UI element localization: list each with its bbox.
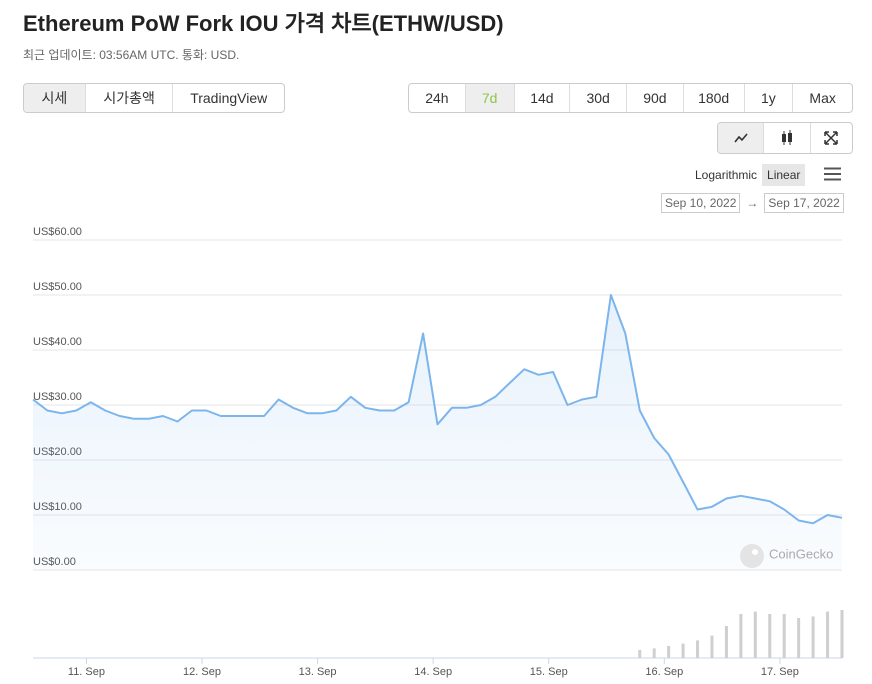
x-tick-label: 17. Sep <box>761 666 799 678</box>
x-tick-label: 12. Sep <box>183 666 221 678</box>
tab[interactable]: 시세 <box>24 84 86 112</box>
date-range: Sep 10, 2022 → Sep 17, 2022 <box>661 193 844 213</box>
tab[interactable]: 시가총액 <box>86 84 174 112</box>
y-tick-label: US$20.00 <box>33 446 82 458</box>
watermark-logo <box>740 544 764 568</box>
y-tick-label: US$60.00 <box>33 226 82 238</box>
x-tick-label: 16. Sep <box>645 666 683 678</box>
x-tick-label: 13. Sep <box>299 666 337 678</box>
volume-bar <box>840 610 844 658</box>
volume-bar <box>696 640 700 658</box>
watermark-logo-eye <box>752 549 758 555</box>
candle-chart-button[interactable] <box>764 123 811 153</box>
line-chart-button[interactable] <box>718 123 765 153</box>
volume-bar <box>811 616 815 658</box>
x-tick-label: 11. Sep <box>68 666 105 678</box>
volume-bar <box>724 626 728 658</box>
x-tick-label: 15. Sep <box>530 666 568 678</box>
scale-option[interactable]: Linear <box>762 164 806 186</box>
volume-bar <box>638 650 642 658</box>
tab-group: 시세 시가총액 TradingView <box>23 83 285 113</box>
volume-bar <box>710 635 714 658</box>
icon <box>824 131 839 145</box>
area <box>33 295 842 570</box>
range-button[interactable]: 1y <box>745 84 794 112</box>
date-from[interactable]: Sep 10, 2022 <box>661 193 741 213</box>
page-title: Ethereum PoW Fork IOU 가격 차트(ETHW/USD) <box>23 11 504 36</box>
chart-type-group <box>717 122 853 154</box>
y-tick-label: US$10.00 <box>33 501 82 513</box>
price-line <box>32 294 843 525</box>
volume-bar <box>826 611 830 658</box>
range-button[interactable]: 24h <box>409 84 466 112</box>
y-tick-label: US$50.00 <box>33 281 82 293</box>
volume-bar <box>739 614 743 658</box>
range-button[interactable]: 30d <box>570 84 628 112</box>
volume-bar <box>652 648 656 658</box>
volume-bar <box>681 643 685 658</box>
range-button[interactable]: 14d <box>515 84 571 112</box>
watermark: CoinGecko <box>769 546 833 561</box>
range-button[interactable]: 180d <box>684 84 745 112</box>
y-tick-label: US$40.00 <box>33 336 82 348</box>
y-tick-label: US$30.00 <box>33 391 82 403</box>
range-group: 24h 7d 14d 30d 90d 180d 1y Max <box>408 83 853 113</box>
subtitle: 최근 업데이트: 03:56AM UTC. 통화: USD. <box>23 48 240 62</box>
range-button[interactable]: Max <box>809 90 836 106</box>
range-button[interactable]: 7d <box>465 84 515 112</box>
tab[interactable]: TradingView <box>190 90 268 106</box>
range-button[interactable]: 90d <box>627 84 684 112</box>
icon <box>781 130 792 145</box>
date-to[interactable]: Sep 17, 2022 <box>764 193 844 213</box>
volume-bar <box>797 618 801 658</box>
volume-bar <box>667 646 671 658</box>
fullscreen-button[interactable] <box>811 123 852 153</box>
menu-icon[interactable] <box>824 167 841 181</box>
scale-toggle: Logarithmic Linear <box>690 164 806 186</box>
volume-bar <box>768 614 772 658</box>
volume-bar <box>753 611 757 658</box>
x-tick-label: 14. Sep <box>414 666 452 678</box>
date-arrow: → <box>746 196 759 210</box>
volume-bar <box>782 614 786 658</box>
icon <box>734 133 748 143</box>
y-tick-label: US$0.00 <box>33 556 76 568</box>
scale-option[interactable]: Logarithmic <box>695 168 758 182</box>
